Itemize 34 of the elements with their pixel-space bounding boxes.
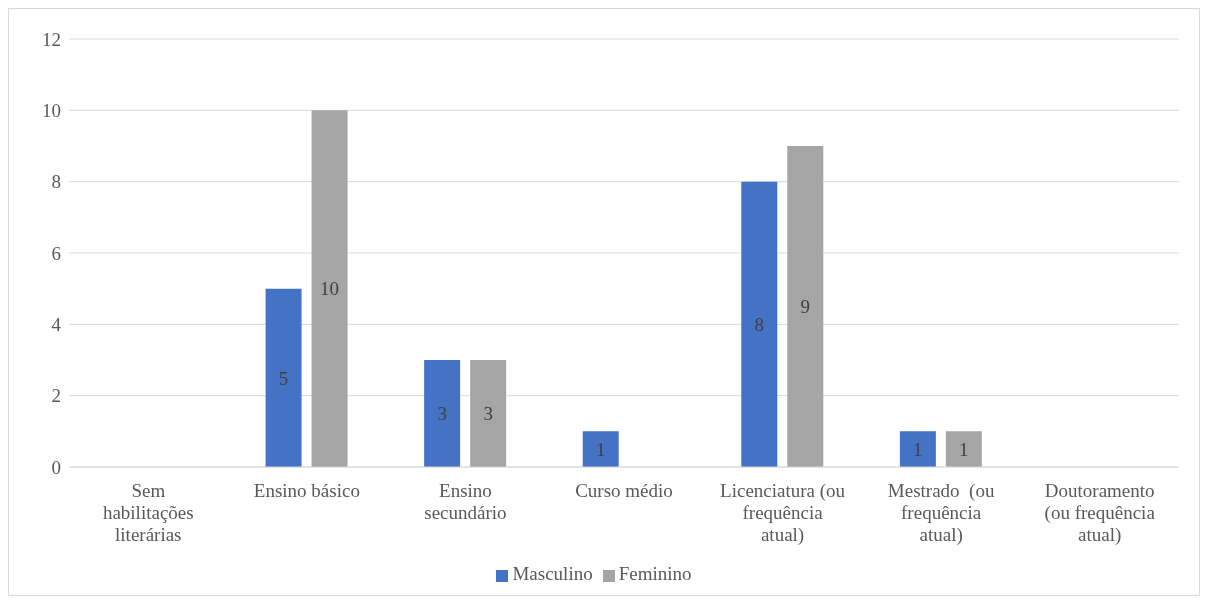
x-tick-label: Curso médio bbox=[575, 480, 673, 501]
y-tick-label: 6 bbox=[51, 242, 61, 264]
data-label: 1 bbox=[595, 438, 606, 460]
x-tick-label: Licenciatura (ou frequência atual) bbox=[720, 480, 846, 546]
legend-label: Masculino bbox=[512, 563, 593, 584]
data-label: 5 bbox=[278, 367, 289, 389]
bar bbox=[311, 110, 348, 467]
data-label: 3 bbox=[437, 403, 447, 425]
data-label: 3 bbox=[483, 403, 493, 425]
y-tick-label: 0 bbox=[51, 456, 61, 478]
x-tick-label: Ensino secundário bbox=[424, 480, 507, 523]
legend-label: Feminino bbox=[618, 563, 692, 584]
x-tick-label: Doutoramento (ou frequência atual) bbox=[1044, 480, 1156, 546]
bar bbox=[265, 288, 302, 467]
data-label: 9 bbox=[800, 296, 811, 318]
bar bbox=[424, 360, 461, 467]
bar bbox=[470, 360, 507, 467]
x-tick-label: Mestrado (ou frequência atual) bbox=[887, 480, 995, 546]
y-tick-label: 4 bbox=[51, 314, 62, 336]
data-label: 10 bbox=[320, 278, 340, 300]
data-label: 1 bbox=[913, 438, 923, 460]
y-tick-label: 2 bbox=[51, 385, 61, 407]
y-tick-label: 10 bbox=[42, 100, 61, 122]
data-label: 8 bbox=[754, 314, 765, 336]
x-tick-label: Ensino básico bbox=[253, 480, 360, 501]
x-tick-label: Sem habilitações literárias bbox=[102, 480, 194, 545]
bar bbox=[945, 431, 982, 467]
bar bbox=[787, 146, 824, 467]
y-tick-label: 8 bbox=[51, 171, 61, 193]
data-label: 1 bbox=[959, 438, 969, 460]
bar bbox=[582, 431, 619, 467]
y-tick-label: 12 bbox=[42, 28, 61, 50]
bar bbox=[899, 431, 936, 467]
bar bbox=[741, 181, 778, 467]
